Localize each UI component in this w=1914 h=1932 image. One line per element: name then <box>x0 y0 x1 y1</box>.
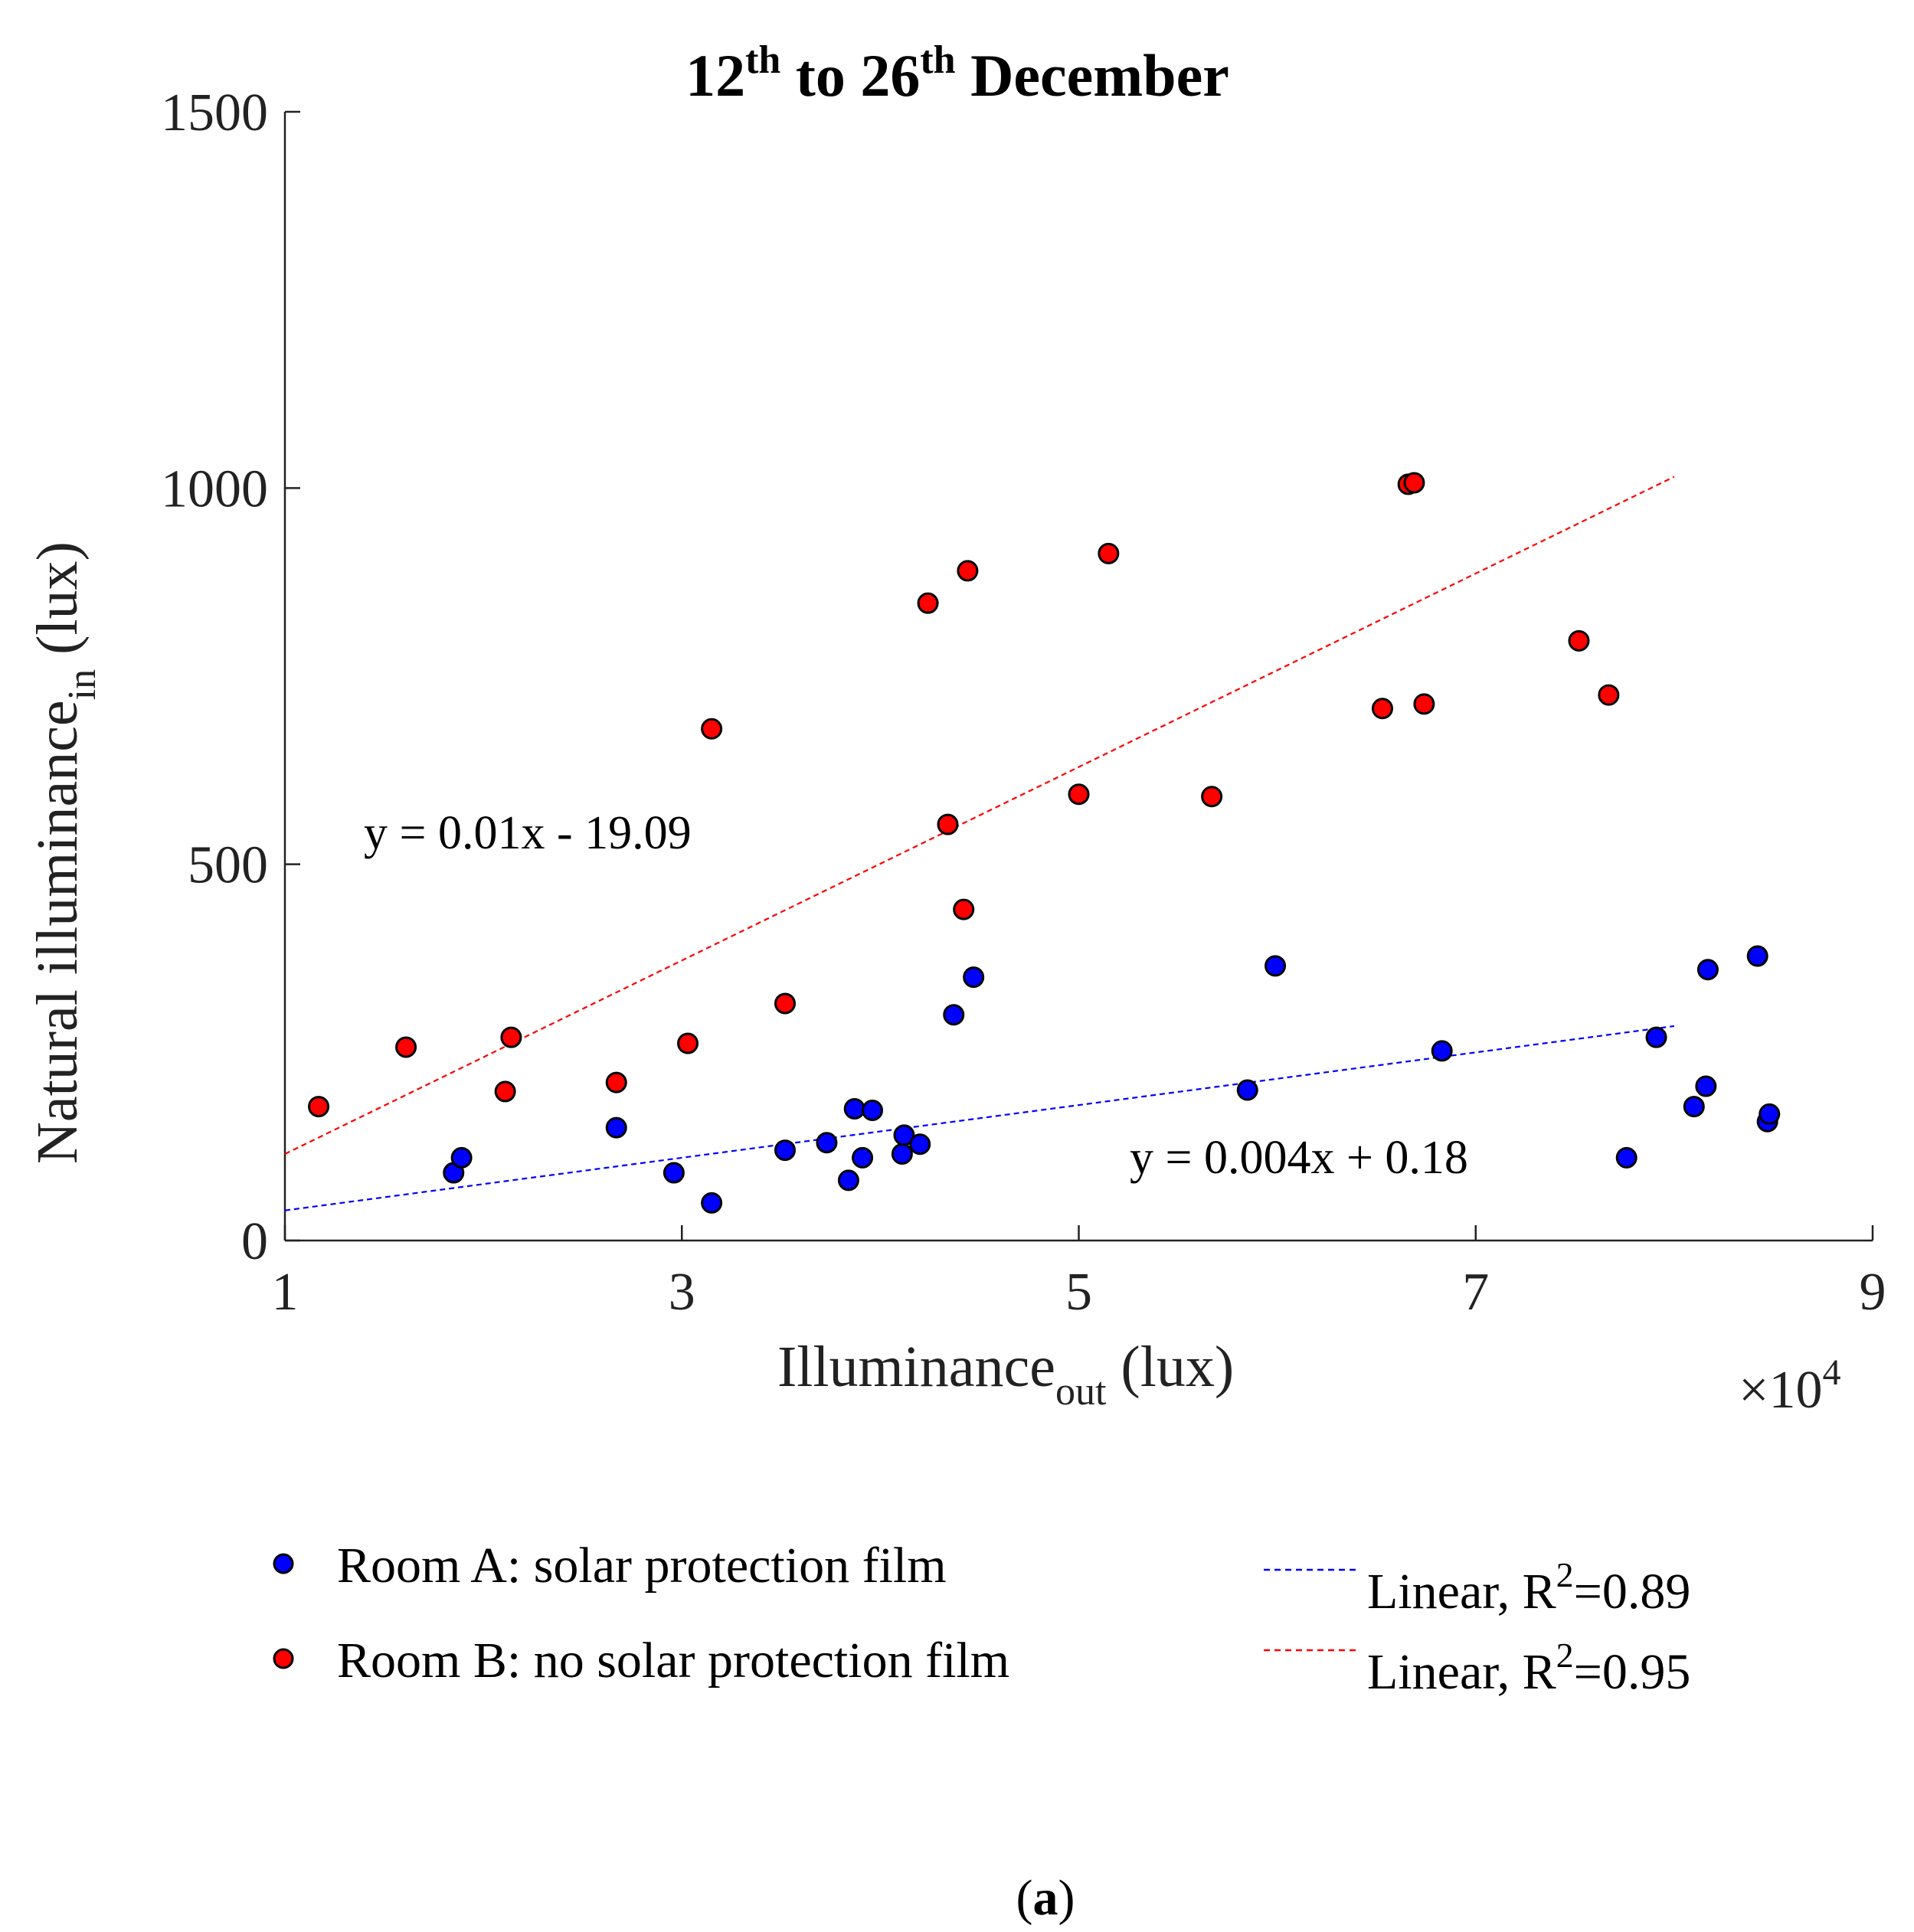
legend-label-room-b: Room B: no solar protection film <box>337 1633 1009 1688</box>
x-tick-label: 9 <box>1860 1263 1886 1322</box>
y-axis-label-unit: (lux) <box>25 541 90 669</box>
red-fit-equation: y = 0.01x - 19.09 <box>364 807 692 859</box>
room-b-point <box>953 898 975 920</box>
title-part-4: December <box>956 42 1229 109</box>
y-axis-label-main: Natural illuminance <box>25 700 90 1164</box>
chart-title: 12th to 26th December <box>685 38 1229 109</box>
room-a-point <box>816 1132 838 1154</box>
room-b-point <box>500 1026 522 1048</box>
legend-label-room-a: Room A: solar protection film <box>337 1538 947 1594</box>
room-a-point <box>1615 1146 1638 1169</box>
room-b-point <box>308 1096 330 1118</box>
y-tick-label: 0 <box>241 1212 268 1271</box>
room-a-point <box>1431 1040 1453 1062</box>
room-b-point <box>1201 786 1223 808</box>
room-b-point <box>494 1080 516 1103</box>
room-a-point <box>909 1133 931 1156</box>
legend: Room A: solar protection film Room B: no… <box>273 1538 1690 1700</box>
caption-open: ( <box>1016 1870 1033 1926</box>
data-points <box>308 472 1781 1214</box>
x-tick-label: 1 <box>272 1263 299 1322</box>
room-b-point <box>677 1032 699 1054</box>
legend-red-fit-text: Linear, R <box>1367 1644 1556 1700</box>
room-b-point <box>1068 783 1090 806</box>
legend-blue-fit-value: =0.89 <box>1574 1564 1691 1620</box>
legend-red-fit-value: =0.95 <box>1574 1644 1691 1700</box>
room-b-point <box>605 1071 627 1093</box>
room-a-point <box>1696 959 1719 981</box>
legend-marker-room-a <box>273 1553 294 1574</box>
room-a-point <box>1759 1103 1781 1125</box>
room-b-point <box>1598 684 1620 706</box>
x-tick-label: 7 <box>1462 1263 1489 1322</box>
room-a-point <box>893 1124 915 1146</box>
room-a-point <box>663 1162 685 1184</box>
legend-blue-fit-sup: 2 <box>1556 1555 1574 1594</box>
room-b-point <box>1371 698 1393 720</box>
x-axis-label-unit: (lux) <box>1106 1335 1234 1399</box>
room-a-point <box>1265 955 1287 977</box>
room-b-point <box>774 992 796 1015</box>
room-b-point <box>395 1036 417 1058</box>
y-tick-label: 1500 <box>161 83 268 142</box>
room-a-point <box>701 1192 723 1214</box>
caption-letter: a <box>1033 1870 1058 1926</box>
room-a-point <box>891 1143 913 1165</box>
room-a-point <box>943 1004 965 1026</box>
legend-red-fit-sup: 2 <box>1556 1636 1574 1675</box>
room-b-point <box>937 813 959 835</box>
x-axis-label-main: Illuminance <box>777 1335 1055 1399</box>
room-b-point <box>1568 629 1590 652</box>
legend-label-blue-fit: Linear, R2=0.89 <box>1367 1555 1690 1620</box>
axes: 1 3 5 7 9 0 500 1000 1500 <box>161 83 1886 1322</box>
y-tick-label: 500 <box>188 836 268 895</box>
room-a-point <box>843 1098 865 1120</box>
y-axis-label-sub: in <box>61 669 104 700</box>
room-b-point <box>917 592 939 614</box>
figure-caption: (a) <box>1016 1870 1075 1926</box>
blue-fit-equation: y = 0.004x + 0.18 <box>1130 1132 1468 1184</box>
room-a-point <box>1695 1075 1717 1097</box>
room-a-point <box>852 1146 874 1169</box>
title-part-0: 12 <box>685 42 745 109</box>
legend-label-red-fit: Linear, R2=0.95 <box>1367 1636 1690 1700</box>
room-a-point <box>774 1139 796 1162</box>
y-axis-label: Natural illuminancein (lux) <box>25 541 104 1164</box>
x-tick-label: 5 <box>1065 1263 1092 1322</box>
x-axis-label-sub: out <box>1055 1370 1107 1414</box>
x-multiplier-base: ×10 <box>1739 1361 1822 1420</box>
x-multiplier-exponent: 4 <box>1822 1352 1840 1393</box>
title-part-3: th <box>920 38 955 82</box>
room-b-point <box>1098 542 1120 564</box>
y-tick-label: 1000 <box>161 459 268 518</box>
x-axis-multiplier: ×104 <box>1739 1352 1840 1420</box>
room-a-point <box>1683 1096 1705 1118</box>
room-a-point <box>1645 1026 1667 1048</box>
legend-marker-room-b <box>273 1648 294 1669</box>
x-tick-label: 3 <box>669 1263 695 1322</box>
room-a-point <box>963 966 985 989</box>
room-b-point <box>1413 693 1435 715</box>
title-part-2: to 26 <box>780 42 920 109</box>
room-a-point <box>1746 945 1768 967</box>
room-b-point <box>1403 472 1425 494</box>
room-a-point <box>450 1146 473 1169</box>
room-b-point <box>957 560 979 582</box>
room-a-point <box>862 1099 884 1121</box>
x-axis-label: Illuminanceout (lux) <box>777 1335 1234 1414</box>
caption-close: ) <box>1058 1870 1075 1926</box>
room-b-point <box>701 718 723 740</box>
title-part-1: th <box>745 38 780 82</box>
legend-blue-fit-text: Linear, R <box>1367 1564 1556 1620</box>
room-a-point <box>837 1169 859 1192</box>
room-a-point <box>605 1116 627 1139</box>
room-a-point <box>1236 1079 1258 1101</box>
